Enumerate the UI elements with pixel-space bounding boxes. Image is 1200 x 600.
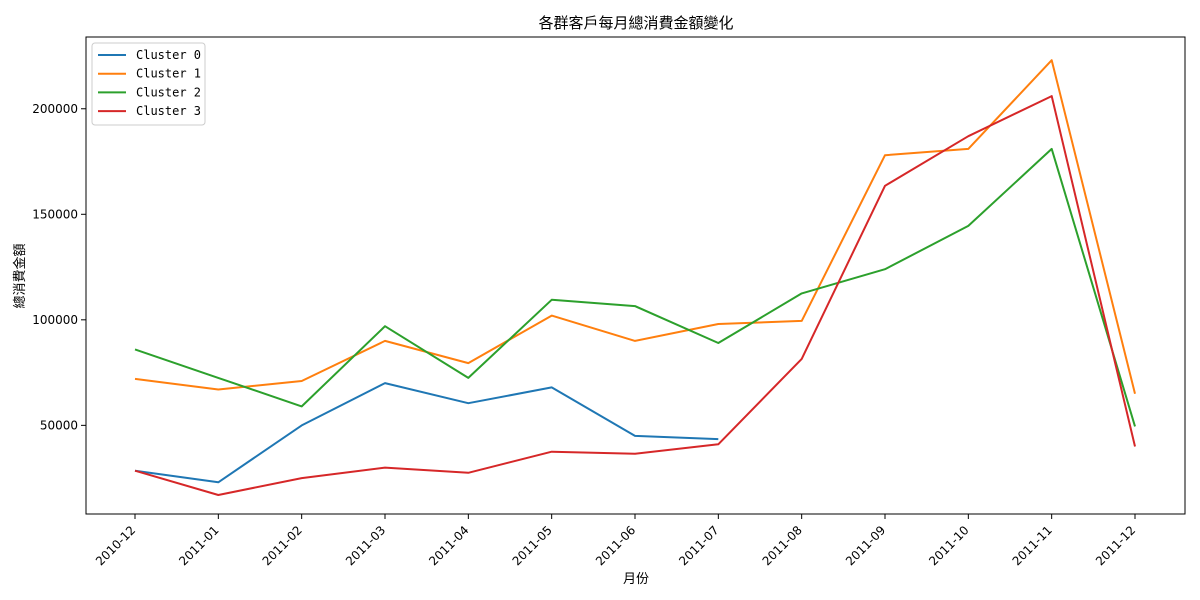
x-tick-label: 2011-07 xyxy=(676,523,721,568)
legend-label: Cluster 3 xyxy=(136,104,201,118)
y-tick-label: 200000 xyxy=(32,102,78,116)
x-tick-label: 2011-01 xyxy=(176,523,221,568)
legend-label: Cluster 2 xyxy=(136,85,201,99)
legend-label: Cluster 0 xyxy=(136,48,201,62)
x-axis: 2010-12 2011-01 2011-02 2011-03 2011-04 2011-… xyxy=(93,514,1138,568)
x-tick-label: 2011-11 xyxy=(1010,523,1055,568)
legend-label: Cluster 1 xyxy=(136,67,201,81)
series-line-cluster-3 xyxy=(134,95,1136,496)
plot-area xyxy=(85,36,1186,515)
legend: Cluster 0 Cluster 1 Cluster 2 Cluster 3 xyxy=(91,42,206,126)
x-tick-label: 2011-02 xyxy=(260,523,305,568)
x-tick-label: 2011-03 xyxy=(343,523,388,568)
y-tick-label: 150000 xyxy=(32,207,78,221)
x-tick-label: 2011-05 xyxy=(510,523,555,568)
legend-box xyxy=(91,42,206,126)
y-tick-label: 50000 xyxy=(40,418,78,432)
series-line-cluster-1 xyxy=(134,59,1136,394)
series-line-cluster-0 xyxy=(134,382,719,484)
x-tick-label: 2011-04 xyxy=(426,523,471,568)
x-tick-label: 2011-10 xyxy=(926,523,971,568)
x-tick-label: 2011-06 xyxy=(593,523,638,568)
x-axis-label: 月份 xyxy=(623,572,649,587)
chart-title: 各群客戶每月總消費金額變化 xyxy=(538,14,733,32)
y-axis: 50000 100000 150000 200000 xyxy=(32,102,86,432)
y-tick-label: 100000 xyxy=(32,313,78,327)
x-tick-label: 2011-12 xyxy=(1093,523,1138,568)
x-tick-label: 2010-12 xyxy=(93,523,138,568)
series-line-cluster-2 xyxy=(134,147,1136,427)
y-axis-label: 總消費金額 xyxy=(12,243,28,308)
x-tick-label: 2011-08 xyxy=(760,523,805,568)
series-lines xyxy=(134,59,1136,496)
x-tick-label: 2011-09 xyxy=(843,523,888,568)
